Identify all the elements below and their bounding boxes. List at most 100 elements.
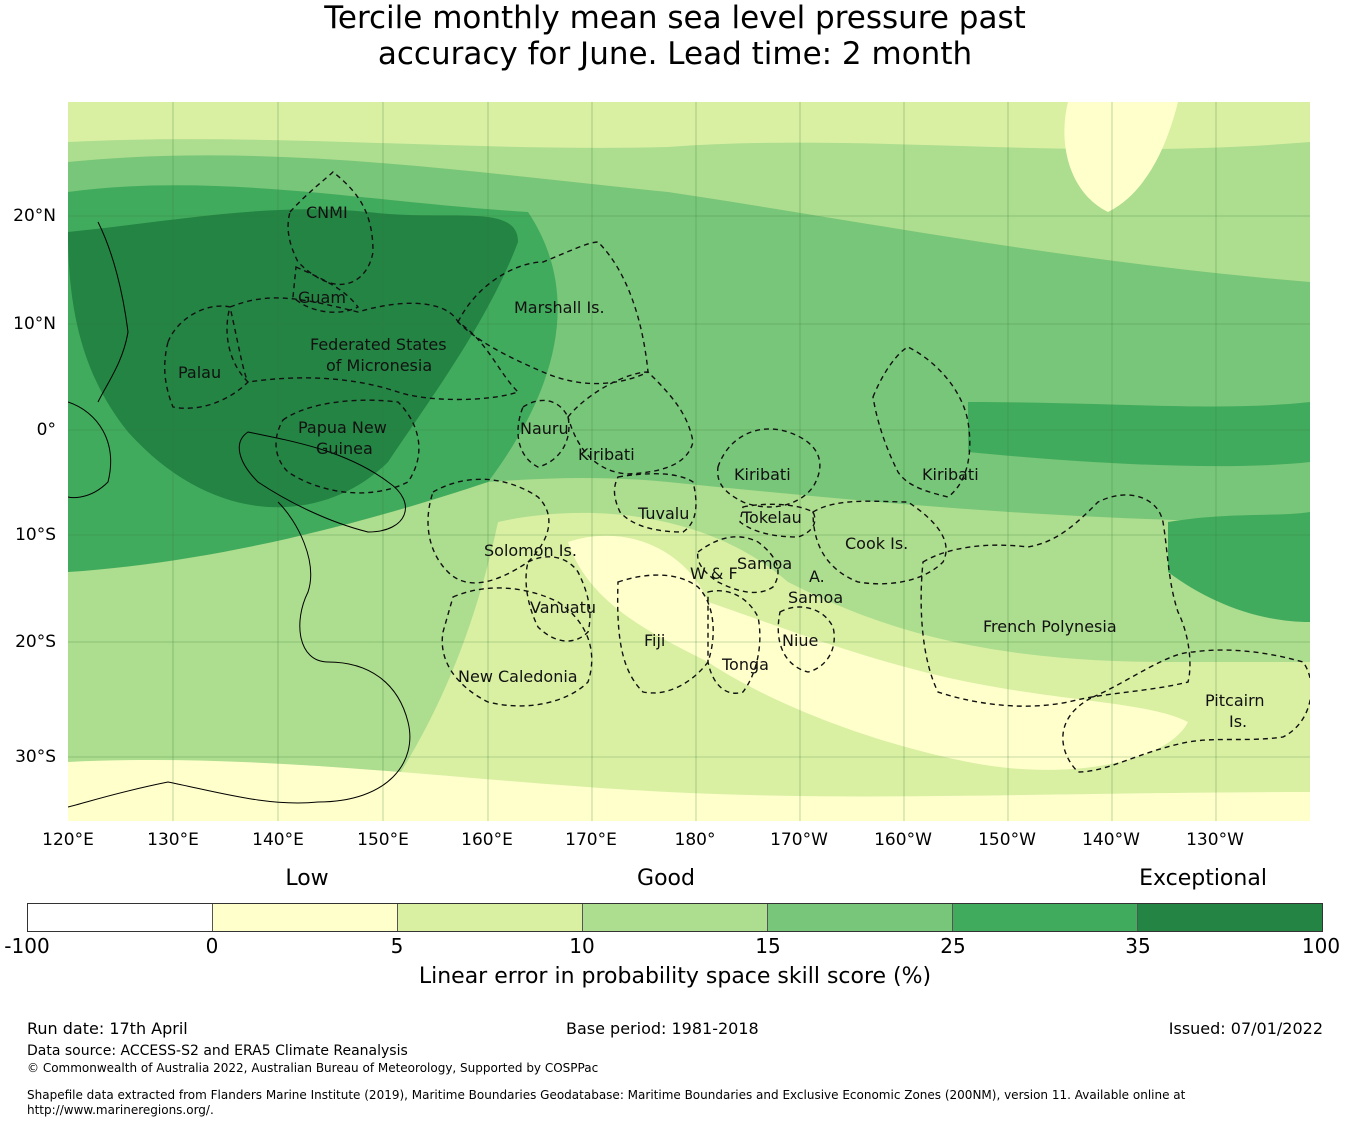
region-label-nauru: Nauru [520,419,569,438]
colorbar-swatch-25-35 [953,904,1138,931]
y-tick-0: 0° [36,420,56,440]
x-tick-140e: 140°E [252,830,304,850]
base-period: Base period: 1981-2018 [566,1019,759,1038]
colorbar-tick-10: 10 [569,934,595,958]
region-label-png-2: Guinea [316,439,373,458]
region-label-cnmi: CNMI [306,203,348,222]
colorbar-tick-5: 5 [390,934,404,958]
colorbar-tick-35: 35 [1125,934,1151,958]
legend-category-good: Good [637,866,695,891]
tokelau-eez [739,503,816,538]
x-tick-120e: 120°E [42,830,94,850]
cnmi-eez [287,171,374,286]
legend-category-low: Low [285,866,329,891]
cook-eez [812,500,947,585]
colorbar-swatch-neg100-0 [28,904,213,931]
y-tick-20s: 20°S [15,632,56,652]
band-pale-north [1064,102,1178,212]
region-label-png-1: Papua New [298,418,387,437]
colorbar-label: Linear error in probability space skill … [418,964,932,989]
region-label-cook: Cook Is. [845,534,908,553]
vanuatu-eez [525,556,591,642]
region-label-new-caledonia: New Caledonia [458,667,578,686]
region-label-wallis-futuna: W & F [690,564,738,583]
band-north-top [68,102,1310,150]
y-tick-20n: 20°N [13,206,56,226]
map-svg: CNMI Guam Marshall Is. Federated States … [68,102,1310,821]
region-label-guam: Guam [298,288,346,307]
x-tick-150w: 150°W [978,830,1036,850]
x-tick-170e: 170°E [565,830,617,850]
colorbar-tick-0: 0 [205,934,219,958]
data-source: Data source: ACCESS-S2 and ERA5 Climate … [27,1043,408,1059]
region-label-samoa: Samoa [737,554,792,573]
region-label-french-polynesia: French Polynesia [983,617,1117,636]
region-label-fsm-1: Federated States [310,335,447,354]
kiribati-phoenix-eez [716,428,821,508]
x-tick-140w: 140°W [1082,830,1140,850]
legend-category-exceptional: Exceptional [1139,866,1267,891]
region-label-tokelau: Tokelau [741,508,802,527]
colorbar-swatch-0-5 [213,904,398,931]
y-tick-10n: 10°N [13,314,56,334]
coastlines [68,221,411,808]
run-date: Run date: 17th April [27,1019,188,1038]
region-label-pitcairn-2: Is. [1229,712,1247,731]
region-label-solomon: Solomon Is. [484,541,577,560]
colorbar-swatch-15-25 [768,904,953,931]
new-caledonia-eez [441,587,593,707]
x-tick-160e: 160°E [461,830,513,850]
region-label-tuvalu: Tuvalu [637,504,689,523]
pitcairn-eez [1062,649,1310,773]
colorbar-tick-100: 100 [1301,934,1341,958]
region-label-fiji: Fiji [644,631,665,650]
x-tick-150e: 150°E [357,830,409,850]
region-label-tonga: Tonga [721,655,769,674]
nauru-eez [517,399,570,468]
fsm-eez [226,297,520,401]
french-polynesia-eez [920,494,1191,707]
map-title-line-2: accuracy for June. Lead time: 2 month [377,36,973,72]
region-label-kiribati-line: Kiribati [922,465,979,484]
y-tick-10s: 10°S [15,525,56,545]
x-tick-160w: 160°W [874,830,932,850]
issued-date: Issued: 07/01/2022 [1168,1019,1323,1038]
map-title: Tercile monthly mean sea level pressure … [0,0,1350,72]
colorbar-swatch-10-15 [583,904,768,931]
borneo-coast [68,401,112,499]
guam-eez [292,265,360,313]
colorbar-tick-neg100: -100 [4,934,50,958]
region-label-palau: Palau [178,363,221,382]
colorbar-tick-25: 25 [940,934,966,958]
colorbar-swatch-5-10 [398,904,583,931]
kiribati-gilbert-eez [567,371,694,475]
y-tick-30s: 30°S [15,747,56,767]
philippines-coast [97,221,129,403]
shapefile-credit: Shapefile data extracted from Flanders M… [27,1088,1186,1117]
marshall-eez [457,241,649,385]
region-label-vanuatu: Vanuatu [530,598,596,617]
region-label-kiribati-phoenix: Kiribati [734,465,791,484]
region-label-marshall: Marshall Is. [514,298,605,317]
region-label-american-samoa-1: A. [809,567,825,586]
colorbar-swatch-35-100 [1138,904,1322,931]
australia-coast [68,501,411,808]
new-guinea-coast [238,431,406,533]
map-title-line-1: Tercile monthly mean sea level pressure … [324,0,1026,36]
band-west-strongest [68,209,518,508]
x-tick-180: 180° [674,830,716,850]
x-tick-130w: 130°W [1186,830,1244,850]
copyright: © Commonwealth of Australia 2022, Austra… [27,1061,599,1075]
niue-eez [777,606,835,673]
tonga-eez [707,590,761,694]
x-tick-130e: 130°E [147,830,199,850]
region-label-niue: Niue [782,631,818,650]
region-labels: CNMI Guam Marshall Is. Federated States … [178,203,1265,731]
graticule [68,102,1310,821]
x-tick-170w: 170°W [770,830,828,850]
region-label-pitcairn-1: Pitcairn [1205,691,1265,710]
region-label-american-samoa-2: Samoa [788,588,843,607]
png-eez [275,399,420,494]
band-south-bottom [68,759,1310,821]
skill-score-map: CNMI Guam Marshall Is. Federated States … [68,102,1310,821]
